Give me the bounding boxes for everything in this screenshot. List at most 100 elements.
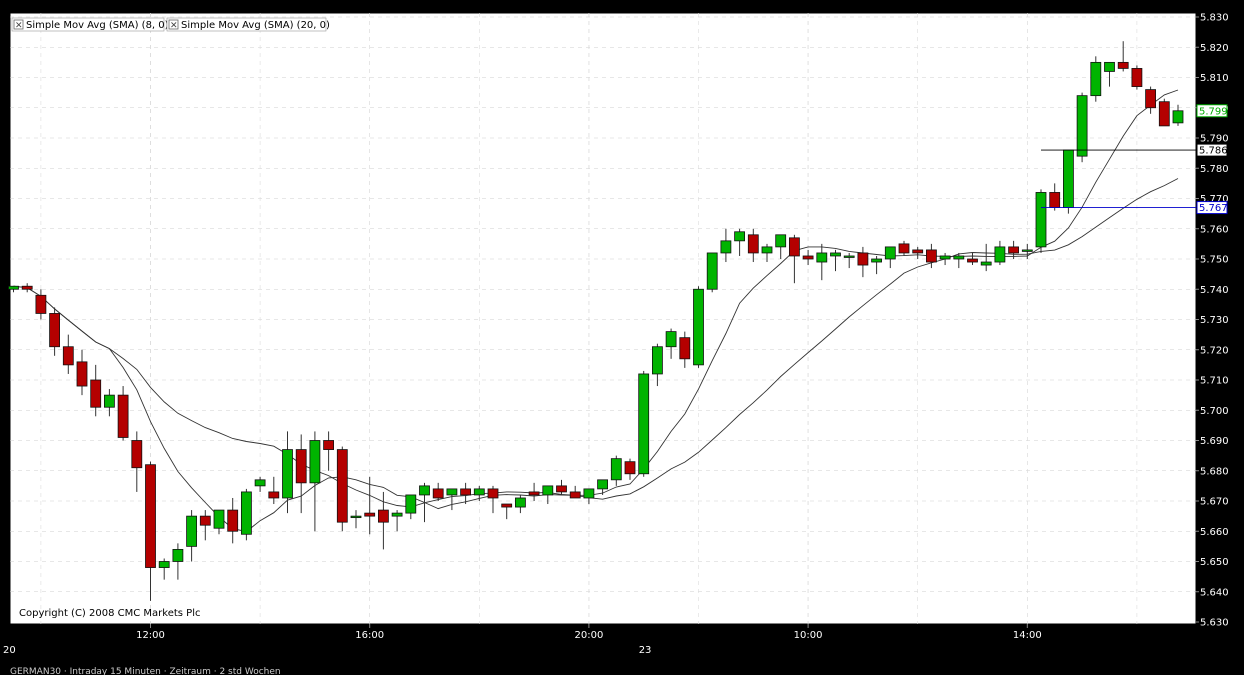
y-tick-label: 5.780: [1200, 164, 1229, 175]
sma-20-path: [13, 178, 1179, 508]
candle-body-down: [1145, 89, 1156, 109]
candle-body-down: [21, 285, 33, 290]
candle-body-down: [1049, 192, 1061, 208]
candle-body-down: [268, 491, 280, 499]
candle: [994, 240, 1006, 266]
candle: [323, 431, 335, 471]
candle-body-up: [775, 234, 787, 248]
plot-border: [9, 12, 1197, 625]
candle-body-down: [35, 294, 47, 314]
candle: [747, 228, 759, 263]
sma-8-line: [13, 89, 1179, 533]
candle: [1063, 149, 1074, 214]
legend-box-sma8: [11, 17, 165, 32]
candle-body-down: [1158, 101, 1170, 127]
candle-body-up: [309, 440, 321, 484]
x-tick-label: 20:00: [574, 630, 603, 641]
y-tick-label: 5.710: [1200, 376, 1229, 387]
candle: [515, 494, 526, 514]
y-tick-label: 5.770: [1200, 194, 1229, 205]
y-tick-label: 5.670: [1200, 497, 1229, 508]
candle: [652, 343, 663, 387]
candle: [679, 331, 691, 368]
price-tag-label: 5.767: [1199, 203, 1228, 214]
candle: [405, 494, 417, 520]
candle: [638, 370, 650, 477]
candle: [912, 246, 924, 259]
candle-body-down: [1008, 246, 1019, 254]
legend-item-sma20[interactable]: ✕ Simple Mov Avg (SMA) (20, 0): [166, 17, 330, 32]
x-tick-label: 12:00: [136, 630, 165, 641]
y-tick-label: 5.750: [1200, 255, 1229, 266]
candle-body-up: [240, 491, 252, 535]
candle: [802, 249, 814, 266]
candle: [90, 364, 102, 417]
candle: [49, 307, 60, 356]
y-tick-label: 5.790: [1200, 134, 1229, 145]
candle: [350, 510, 362, 529]
candle-body-down: [926, 249, 937, 263]
close-icon[interactable]: [13, 19, 24, 30]
candle-body-up: [720, 240, 732, 254]
candle: [336, 446, 348, 532]
candle: [377, 491, 389, 550]
candle-body-down: [364, 512, 376, 517]
candle-body-down: [336, 449, 348, 523]
candle: [1145, 86, 1156, 114]
candle-body-up: [871, 258, 882, 263]
candle: [789, 234, 800, 284]
candle: [926, 243, 937, 269]
candle: [501, 503, 513, 520]
candle-body-up: [1063, 149, 1074, 208]
candle-body-down: [679, 337, 691, 360]
price-tag-box: [1196, 143, 1228, 157]
candle: [104, 389, 115, 417]
candle: [1008, 240, 1019, 259]
candle: [871, 255, 882, 275]
candle-body-down: [898, 243, 910, 254]
candle: [131, 431, 143, 492]
y-axis: 5.8305.8205.8105.8005.7905.7805.7705.760…: [1196, 13, 1229, 629]
candle: [254, 476, 266, 492]
candle: [980, 243, 992, 272]
candle: [624, 458, 636, 480]
candle-body-up: [884, 246, 896, 260]
candle-body-down: [624, 461, 636, 475]
candle-body-up: [542, 485, 554, 496]
candle-body-up: [419, 485, 430, 496]
candle: [21, 283, 33, 293]
candles: [8, 41, 1184, 601]
candle-body-up: [172, 549, 184, 562]
candle-body-up: [158, 561, 170, 568]
candle: [884, 246, 896, 269]
x-date-label: 20: [3, 645, 16, 656]
y-tick-label: 5.700: [1200, 406, 1229, 417]
candle: [473, 485, 485, 501]
candle-body-up: [693, 288, 704, 366]
price-tag-box: [1196, 104, 1228, 118]
candle: [295, 434, 307, 514]
price-tags: 5.799 5.786 5.767: [1196, 104, 1228, 215]
candle-body-up: [213, 509, 225, 529]
legend-item-sma8[interactable]: ✕ Simple Mov Avg (SMA) (8, 0): [11, 17, 169, 32]
candle: [775, 234, 787, 259]
legend-label-sma8: Simple Mov Avg (SMA) (8, 0): [26, 20, 169, 31]
candle-body-down: [199, 515, 211, 526]
candle-body-up: [254, 479, 266, 487]
legend: ✕ Simple Mov Avg (SMA) (8, 0) ✕ Simple M…: [11, 17, 330, 32]
candle-body-up: [282, 449, 293, 499]
y-tick-label: 5.730: [1200, 315, 1229, 326]
price-tag: 5.767: [1196, 201, 1228, 215]
candle-body-down: [117, 394, 129, 438]
candle-body-down: [802, 255, 814, 260]
candle-body-up: [761, 246, 773, 254]
candle-body-down: [295, 449, 307, 484]
candle-body-down: [556, 485, 567, 493]
candle-body-up: [980, 261, 992, 266]
candle: [761, 243, 773, 263]
candle: [213, 509, 225, 535]
candle-body-down: [857, 252, 869, 266]
close-icon[interactable]: [168, 19, 179, 30]
candle: [597, 479, 608, 495]
price-tag-box: [1196, 201, 1228, 215]
